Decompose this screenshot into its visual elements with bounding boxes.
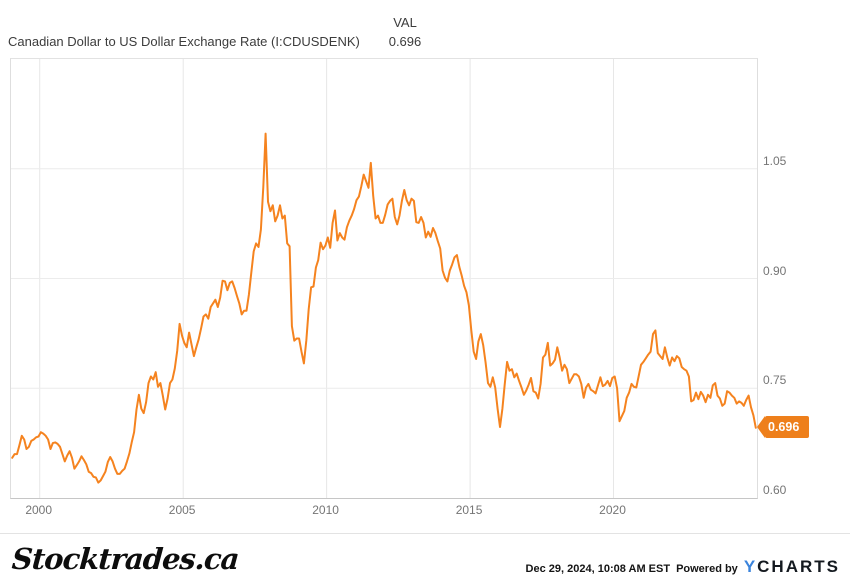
y-tick-label: 1.05 [763,153,787,168]
stocktrades-logo: Stocktrades.ca [10,541,240,576]
y-tick-label: 0.75 [763,373,787,388]
ycharts-logo: YCHARTS [744,558,840,575]
last-value-badge: 0.696 [757,415,810,438]
x-tick-label: 2005 [168,503,196,517]
y-tick-label: 0.90 [763,263,787,278]
footer-bar: Stocktrades.ca Dec 29, 2024, 10:08 AM ES… [0,533,850,583]
badge-pointer-icon [757,415,765,438]
x-tick-label: 2000 [25,503,53,517]
exchange-rate-line-chart [11,59,757,498]
attribution: Dec 29, 2024, 10:08 AM EST Powered by YC… [526,558,840,583]
val-current-value: 0.696 [388,34,422,49]
x-tick-label: 2020 [599,503,626,517]
powered-by-label: Powered by [676,563,738,575]
chart-title: Canadian Dollar to US Dollar Exchange Ra… [8,34,360,49]
val-column-header: VAL [393,15,417,30]
val-column: VAL 0.696 [360,14,450,52]
badge-value: 0.696 [765,415,810,438]
x-tick-label: 2010 [312,503,339,517]
ycharts-wordmark: CHARTS [757,557,840,576]
ycharts-y-icon: Y [743,557,758,576]
x-tick-label: 2015 [455,503,483,517]
y-tick-label: 0.60 [763,483,787,497]
timestamp: Dec 29, 2024, 10:08 AM EST [525,563,671,575]
plot-area[interactable] [10,58,758,499]
